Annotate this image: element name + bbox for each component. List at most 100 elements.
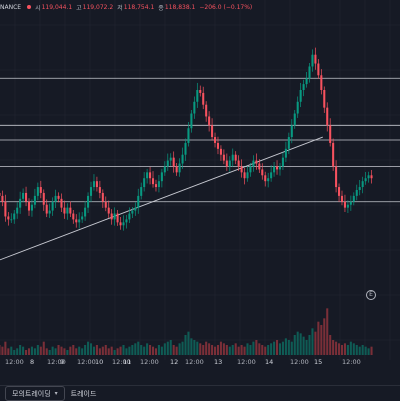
candle-body xyxy=(78,219,81,223)
volume-bar xyxy=(27,348,31,355)
time-axis-label: 10 xyxy=(95,358,104,366)
candle-body xyxy=(7,216,10,220)
volume-bar xyxy=(36,345,39,355)
candle-body xyxy=(190,113,193,129)
candle-body xyxy=(113,213,116,220)
candle-body xyxy=(193,101,196,114)
volume-bar xyxy=(4,341,7,355)
candle-body xyxy=(10,219,13,221)
volume-bar xyxy=(326,308,329,355)
candle-body xyxy=(208,116,211,126)
candle-body xyxy=(340,195,344,202)
volume-bar xyxy=(329,335,332,355)
candle-body xyxy=(4,201,7,217)
candle-body xyxy=(178,163,181,173)
volume-bar xyxy=(95,345,98,355)
time-axis-label: 9 xyxy=(60,358,65,366)
candle-body xyxy=(1,195,4,202)
open-value: 119,044.1 xyxy=(41,3,73,11)
candle-body xyxy=(273,166,276,173)
volume-bar xyxy=(0,345,1,355)
price-chart[interactable] xyxy=(0,0,400,360)
volume-bar xyxy=(281,341,284,355)
volume-bar xyxy=(225,345,228,355)
candle-body xyxy=(89,187,93,196)
volume-bar xyxy=(349,341,352,355)
time-axis-label: 14 xyxy=(265,358,274,366)
candle-body xyxy=(364,178,367,182)
volume-bar xyxy=(10,346,13,355)
volume-bar xyxy=(255,340,258,355)
volume-bar xyxy=(284,338,287,355)
volume-bar xyxy=(213,346,217,355)
volume-bar xyxy=(240,345,243,355)
candle-body xyxy=(329,125,332,143)
time-axis-label: 12 xyxy=(170,358,179,366)
candle-body xyxy=(92,181,95,188)
candle-body xyxy=(13,213,16,220)
volume-bar xyxy=(125,348,128,355)
volume-bar xyxy=(134,343,137,355)
earnings-badge-icon[interactable]: E xyxy=(366,290,376,300)
tab-trade[interactable]: 트레이드 xyxy=(65,387,103,400)
change-value: −206.0 (−0.17%) xyxy=(199,3,253,11)
symbol-name[interactable]: NANCE xyxy=(0,3,22,11)
volume-bar xyxy=(69,346,72,355)
candle-body xyxy=(205,104,208,117)
volume-bar xyxy=(237,346,240,355)
candle-body xyxy=(75,219,78,223)
high-value: 119,072.2 xyxy=(82,3,114,11)
volume-bar xyxy=(231,345,234,355)
candle-body xyxy=(240,166,243,173)
volume-bar xyxy=(13,350,16,355)
candle-body xyxy=(246,172,249,179)
chart-area[interactable] xyxy=(0,0,400,360)
volume-bar xyxy=(299,333,302,355)
candle-body xyxy=(302,84,305,90)
chevron-down-icon[interactable]: ▾ xyxy=(54,390,58,397)
volume-bar xyxy=(149,345,152,355)
candle-body xyxy=(243,172,246,179)
candle-body xyxy=(25,192,28,202)
candle-body xyxy=(87,195,90,208)
volume-bar xyxy=(320,325,323,355)
volume-bar xyxy=(261,345,264,355)
candle-body xyxy=(60,198,63,208)
volume-bar xyxy=(364,346,367,355)
candle-body xyxy=(119,222,122,226)
volume-bar xyxy=(211,345,214,355)
candle-body xyxy=(116,213,119,223)
tab-paper-trading[interactable]: 모의트레이딩 ▾ xyxy=(5,386,65,401)
candle-body xyxy=(166,160,169,167)
candle-body xyxy=(154,184,158,188)
volume-bar xyxy=(140,345,143,355)
volume-bar xyxy=(92,346,95,355)
candle-body xyxy=(101,192,104,202)
tab-paper-trading-label: 모의트레이딩 xyxy=(12,389,51,398)
candle-body xyxy=(0,192,1,196)
volume-bar xyxy=(243,346,246,355)
candle-body xyxy=(128,213,131,220)
candle-body xyxy=(270,172,273,179)
candle-body xyxy=(276,166,279,170)
candle-body xyxy=(184,142,187,155)
volume-bar xyxy=(258,343,261,355)
time-axis-label: 12:00 xyxy=(5,358,24,366)
volume-bar xyxy=(199,343,202,355)
volume-bar xyxy=(169,340,172,355)
candle-body xyxy=(104,201,107,208)
candle-body xyxy=(39,187,42,193)
candle-body xyxy=(84,207,87,217)
volume-bar xyxy=(228,346,231,355)
volume-bar xyxy=(107,348,110,355)
volume-bar xyxy=(137,341,140,355)
time-axis[interactable]: 12:00 8 12:00 9 12:00 10 12:00 11 12:00 12 12:00 13… xyxy=(0,356,400,368)
volume-bar xyxy=(343,343,346,355)
volume-bar xyxy=(193,340,196,355)
candle-body xyxy=(290,125,293,138)
bottom-panel-tabs: 모의트레이딩 ▾ 트레이드 xyxy=(0,385,400,401)
trendline xyxy=(0,136,323,261)
candle-body xyxy=(45,204,48,214)
time-axis-label: 12:00 xyxy=(112,358,131,366)
volume-bar xyxy=(143,346,146,355)
